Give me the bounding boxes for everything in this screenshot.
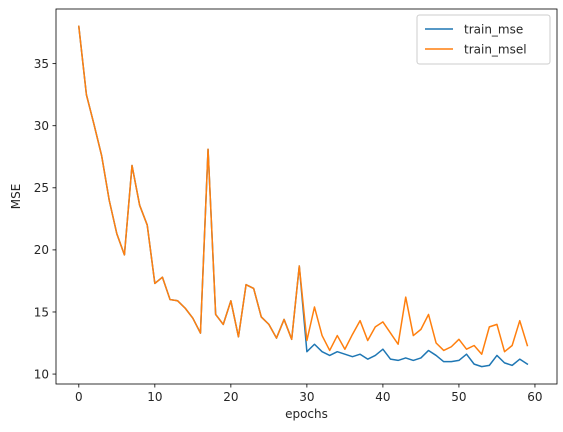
legend: train_mse train_msel [416, 14, 551, 65]
x-tick-label: 50 [451, 390, 466, 404]
legend-box [416, 14, 551, 65]
x-axis-label: epochs [285, 407, 328, 421]
y-tick-label: 10 [34, 367, 49, 381]
y-tick-label: 15 [34, 305, 49, 319]
x-tick-label: 20 [223, 390, 238, 404]
x-tick-label: 40 [375, 390, 390, 404]
series-lines [77, 25, 529, 368]
y-axis-label: MSE [9, 184, 23, 210]
y-tick-label: 30 [34, 119, 49, 133]
legend-label: train_mse [464, 22, 523, 36]
x-ticks: 0 10 20 30 40 50 60 [75, 384, 543, 404]
y-ticks: 10 15 20 25 30 35 [34, 57, 56, 381]
x-tick-label: 10 [147, 390, 162, 404]
y-tick-label: 25 [34, 181, 49, 195]
x-tick-label: 0 [75, 390, 83, 404]
y-tick-label: 20 [34, 243, 49, 257]
y-tick-label: 35 [34, 57, 49, 71]
legend-label: train_msel [464, 42, 527, 56]
x-tick-label: 30 [299, 390, 314, 404]
x-tick-label: 60 [527, 390, 542, 404]
series-line-train-msel [77, 25, 529, 355]
